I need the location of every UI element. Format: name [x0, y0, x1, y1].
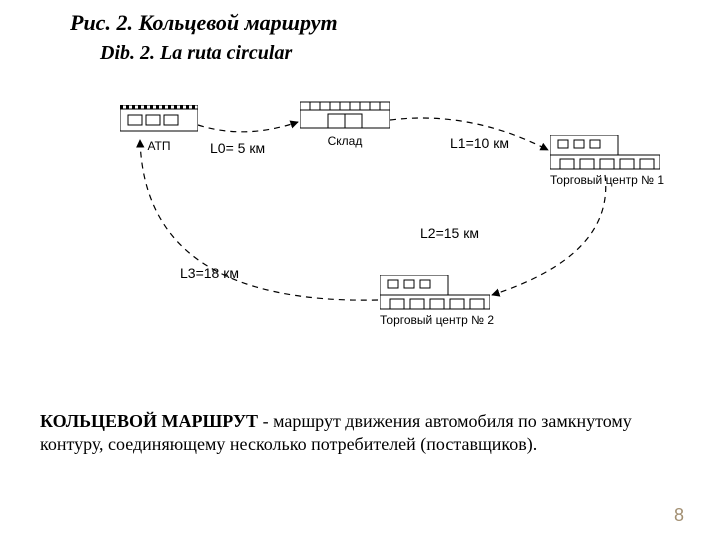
- node-atp-label: АТП: [120, 139, 198, 153]
- definition-dash: -: [258, 411, 273, 431]
- edge-label-l3: L3=18 км: [180, 265, 239, 281]
- edge-label-l1: L1=10 км: [450, 135, 509, 151]
- definition-paragraph: КОЛЬЦЕВОЙ МАРШРУТ - маршрут движения авт…: [40, 410, 680, 455]
- title-es: Dib. 2. La ruta circular: [100, 42, 338, 65]
- node-tc1: Торговый центр № 1: [550, 135, 660, 187]
- edge-label-l0: L0= 5 км: [210, 140, 265, 156]
- node-tc2: Торговый центр № 2: [380, 275, 490, 327]
- edge-label-l2: L2=15 км: [420, 225, 479, 241]
- node-sklad: Склад: [300, 100, 390, 148]
- edge-tc1-tc2: [492, 175, 606, 295]
- node-sklad-label: Склад: [300, 134, 390, 148]
- node-tc1-label: Торговый центр № 1: [550, 173, 660, 187]
- title-ru: Рис. 2. Кольцевой маршрут: [70, 10, 338, 36]
- node-atp: АТП: [120, 105, 198, 153]
- edge-atp-sklad: [198, 122, 298, 132]
- edge-tc2-atp: [140, 140, 378, 300]
- page-number: 8: [674, 505, 684, 526]
- definition-term: КОЛЬЦЕВОЙ МАРШРУТ: [40, 411, 258, 431]
- route-diagram: L0= 5 км L1=10 км L2=15 км L3=18 км АТП: [50, 80, 670, 360]
- node-tc2-label: Торговый центр № 2: [380, 313, 490, 327]
